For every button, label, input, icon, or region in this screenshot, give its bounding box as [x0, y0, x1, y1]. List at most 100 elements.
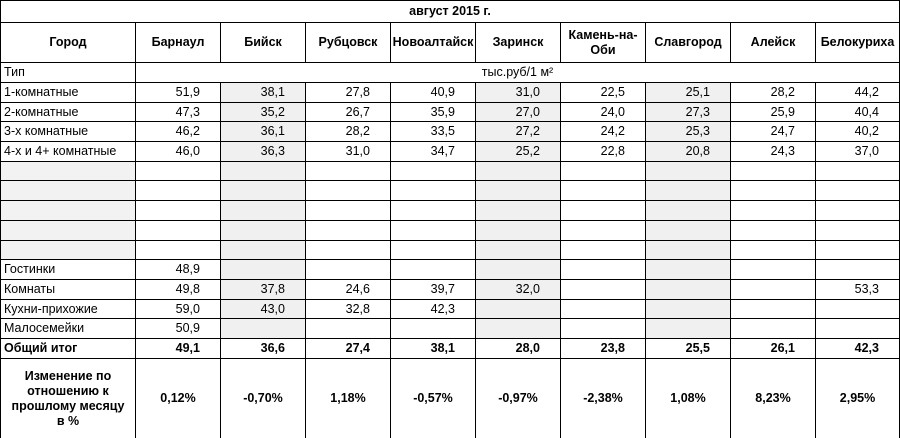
value-cell — [646, 280, 731, 300]
value-cell: 26,7 — [306, 103, 391, 122]
header-cell: Заринск — [476, 23, 561, 63]
unit-cell: тыс.руб/1 м² — [136, 63, 900, 83]
value-cell: 31,0 — [476, 83, 561, 103]
value-cell — [476, 300, 561, 319]
value-cell: 25,1 — [646, 83, 731, 103]
value-cell: 27,8 — [306, 83, 391, 103]
value-cell: 38,1 — [221, 83, 306, 103]
value-cell — [221, 319, 306, 339]
value-cell — [136, 201, 221, 221]
value-cell — [646, 221, 731, 241]
value-cell: 44,2 — [816, 83, 900, 103]
row-label: Малосемейки — [1, 319, 136, 339]
row-label — [1, 221, 136, 241]
value-cell — [221, 201, 306, 221]
total-cell: 25,5 — [646, 339, 731, 359]
value-cell — [816, 221, 900, 241]
value-cell: 28,2 — [731, 83, 816, 103]
value-cell — [136, 181, 221, 201]
value-cell: 24,0 — [561, 103, 646, 122]
row-label — [1, 162, 136, 181]
value-cell: 25,2 — [476, 142, 561, 162]
value-cell — [561, 280, 646, 300]
value-cell — [561, 241, 646, 260]
value-cell — [391, 162, 476, 181]
change-cell: -0,70% — [221, 359, 306, 438]
value-cell — [646, 241, 731, 260]
value-cell — [476, 181, 561, 201]
header-cell: Рубцовск — [306, 23, 391, 63]
value-cell — [476, 162, 561, 181]
value-cell — [646, 181, 731, 201]
value-cell — [306, 241, 391, 260]
value-cell — [476, 221, 561, 241]
value-cell: 40,2 — [816, 122, 900, 142]
value-cell — [306, 221, 391, 241]
value-cell: 59,0 — [136, 300, 221, 319]
value-cell — [476, 241, 561, 260]
value-cell: 40,4 — [816, 103, 900, 122]
value-cell — [816, 201, 900, 221]
value-cell — [391, 201, 476, 221]
value-cell — [731, 201, 816, 221]
row-label: Кухни-прихожие — [1, 300, 136, 319]
value-cell: 24,2 — [561, 122, 646, 142]
value-cell — [561, 201, 646, 221]
value-cell: 22,5 — [561, 83, 646, 103]
total-cell: 26,1 — [731, 339, 816, 359]
value-cell: 31,0 — [306, 142, 391, 162]
value-cell: 22,8 — [561, 142, 646, 162]
value-cell: 33,5 — [391, 122, 476, 142]
value-cell — [816, 319, 900, 339]
value-cell: 24,3 — [731, 142, 816, 162]
change-cell: -2,38% — [561, 359, 646, 438]
value-cell — [561, 221, 646, 241]
value-cell — [816, 162, 900, 181]
total-cell: 42,3 — [816, 339, 900, 359]
value-cell: 42,3 — [391, 300, 476, 319]
change-cell: 2,95% — [816, 359, 900, 438]
value-cell: 35,2 — [221, 103, 306, 122]
value-cell — [646, 162, 731, 181]
value-cell — [731, 319, 816, 339]
value-cell: 37,8 — [221, 280, 306, 300]
change-cell: -0,97% — [476, 359, 561, 438]
value-cell — [731, 280, 816, 300]
value-cell: 46,0 — [136, 142, 221, 162]
value-cell: 25,3 — [646, 122, 731, 142]
header-cell: Алейск — [731, 23, 816, 63]
value-cell — [731, 260, 816, 280]
value-cell — [391, 221, 476, 241]
value-cell: 34,7 — [391, 142, 476, 162]
value-cell — [646, 300, 731, 319]
value-cell: 32,0 — [476, 280, 561, 300]
value-cell — [476, 201, 561, 221]
total-cell: 27,4 — [306, 339, 391, 359]
value-cell: 28,2 — [306, 122, 391, 142]
value-cell: 36,1 — [221, 122, 306, 142]
row-label — [1, 181, 136, 201]
change-cell: -0,57% — [391, 359, 476, 438]
header-cell: Новоалтайск — [391, 23, 476, 63]
header-cell: Город — [1, 23, 136, 63]
value-cell: 48,9 — [136, 260, 221, 280]
value-cell — [221, 162, 306, 181]
value-cell — [561, 181, 646, 201]
value-cell — [391, 181, 476, 201]
value-cell — [136, 221, 221, 241]
total-label: Общий итог — [1, 339, 136, 359]
value-cell — [731, 221, 816, 241]
value-cell: 53,3 — [816, 280, 900, 300]
value-cell — [136, 241, 221, 260]
row-label: Комнаты — [1, 280, 136, 300]
total-cell: 23,8 — [561, 339, 646, 359]
value-cell: 25,9 — [731, 103, 816, 122]
row-label: 4-х и 4+ комнатные — [1, 142, 136, 162]
value-cell: 39,7 — [391, 280, 476, 300]
header-cell: Славгород — [646, 23, 731, 63]
value-cell — [306, 319, 391, 339]
row-label — [1, 201, 136, 221]
value-cell: 51,9 — [136, 83, 221, 103]
value-cell — [306, 181, 391, 201]
value-cell: 46,2 — [136, 122, 221, 142]
